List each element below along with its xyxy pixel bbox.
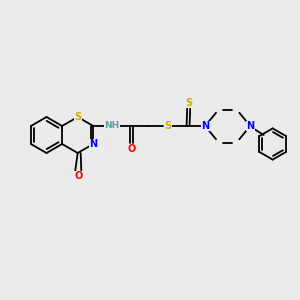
Text: N: N	[89, 139, 97, 149]
Text: S: S	[185, 98, 192, 108]
Text: N: N	[201, 121, 209, 131]
Text: O: O	[127, 144, 136, 154]
Text: NH: NH	[104, 122, 119, 130]
Text: S: S	[164, 121, 172, 131]
Text: O: O	[74, 171, 82, 182]
Text: S: S	[74, 112, 81, 122]
Text: N: N	[246, 121, 254, 131]
